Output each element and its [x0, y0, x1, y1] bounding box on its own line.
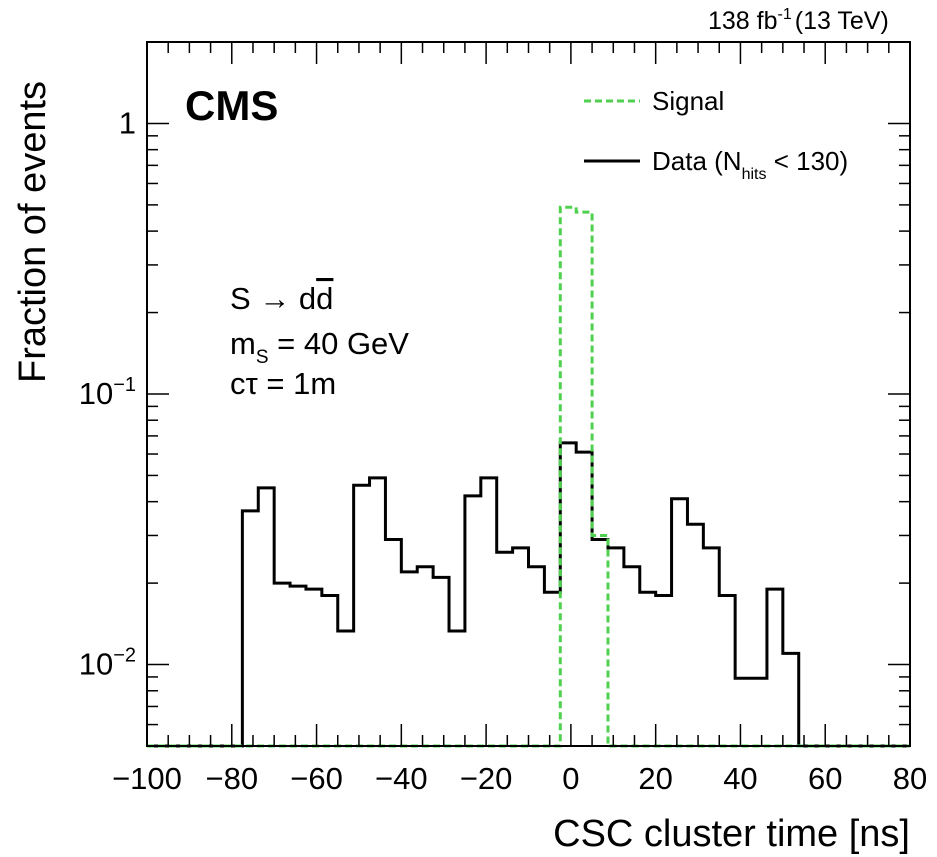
x-tick-label: −60: [290, 761, 343, 796]
x-tick-labels: −100 −80 −60 −40 −20 0 20 40 60 80: [112, 761, 927, 796]
x-tick-label: −100: [112, 761, 182, 796]
experiment-label: CMS: [185, 82, 278, 129]
x-axis-title: CSC cluster time [ns]: [553, 813, 910, 855]
y-tick-label: 1: [119, 105, 136, 140]
histogram-signal: [147, 205, 910, 748]
x-tick-label: 0: [562, 761, 579, 796]
legend: Signal Data (Nhits < 130): [584, 86, 848, 183]
annotation-mass-symbol: m: [230, 326, 256, 361]
legend-signal-label: Signal: [652, 86, 724, 116]
annotation-mass-subscript: S: [256, 347, 269, 368]
annotation-mass-value: = 40 GeV: [269, 326, 410, 361]
annotation-mass: mS = 40 GeV: [230, 326, 409, 368]
legend-data-label: Data (Nhits < 130): [652, 146, 848, 183]
histogram-data: [147, 441, 910, 748]
annotation-ctau: cτ = 1m: [230, 366, 336, 401]
x-tick-label: 60: [808, 761, 842, 796]
x-tick-label: −40: [375, 761, 428, 796]
y-tick-label: 10−2: [79, 645, 136, 682]
x-tick-label: −80: [205, 761, 258, 796]
annotation-process-antiquark: d: [316, 281, 333, 316]
annotation-process: S → dd: [230, 281, 333, 316]
x-tick-label: 20: [638, 761, 672, 796]
y-axis-title: Fraction of events: [12, 81, 54, 383]
legend-data-suffix: < 130): [766, 146, 848, 176]
lumi-label: 138 fb-1 (13 TeV): [708, 6, 889, 35]
plot-frame: [146, 41, 911, 747]
legend-data-subscript: hits: [742, 166, 767, 183]
x-tick-label: −20: [460, 761, 513, 796]
legend-data-prefix: Data (N: [652, 146, 742, 176]
annotation-process-text: S → d: [230, 281, 316, 316]
histograms: [147, 205, 910, 748]
x-tick-label: 80: [893, 761, 927, 796]
y-tick-label: 10−1: [79, 374, 136, 411]
model-annotation: S → dd mS = 40 GeV cτ = 1m: [230, 281, 409, 401]
y-tick-labels: 1 10−1 10−2: [79, 105, 136, 681]
x-tick-label: 40: [723, 761, 757, 796]
lumi-value: 138 fb: [708, 7, 778, 35]
lumi-exponent: -1: [778, 6, 792, 23]
energy-label: (13 TeV): [795, 7, 889, 35]
